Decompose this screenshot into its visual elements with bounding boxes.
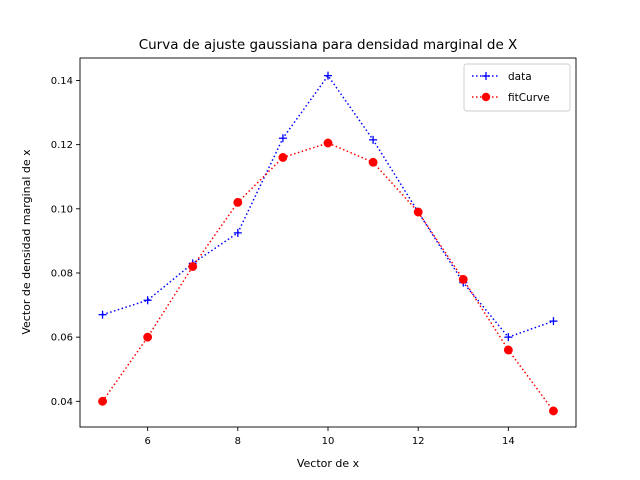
plot-area: 6 8 10 12 14 0.04 0.06 0.08 0.10 0.12 0.14 data fitC… [51, 57, 577, 447]
data-point-data [278, 134, 287, 143]
x-tick-label: 12 [412, 436, 425, 447]
data-point-data [143, 296, 152, 305]
y-tick-label: 0.06 [51, 333, 73, 344]
y-axis-title: Vector de densidad marginal de x [20, 149, 33, 335]
y-tick-label: 0.12 [51, 140, 73, 151]
legend-frame [463, 63, 571, 112]
data-point-fitCurve [458, 274, 468, 284]
x-tick-label: 8 [235, 436, 241, 447]
series-line-data [102, 74, 554, 339]
data-point-data [233, 228, 242, 237]
x-axis-title: Vector de x [297, 457, 360, 470]
data-point-fitCurve [278, 153, 288, 162]
legend-marker [481, 92, 491, 102]
data-point-fitCurve [323, 138, 333, 148]
y-tick-label: 0.10 [51, 204, 73, 215]
data-point-data [369, 135, 378, 144]
data-point-fitCurve [549, 406, 558, 416]
data-point-data [504, 333, 513, 342]
y-tick-label: 0.08 [51, 268, 73, 279]
data-point-data [98, 310, 107, 319]
data-point-data [549, 317, 558, 326]
data-point-fitCurve [413, 207, 423, 217]
data-point-data [324, 71, 332, 80]
data-point-fitCurve [188, 262, 198, 272]
data-point-fitCurve [368, 157, 378, 167]
y-tick-label: 0.04 [51, 397, 73, 408]
legend-item-data: data [472, 71, 532, 83]
data-point-fitCurve [143, 332, 153, 342]
legend-item-fitCurve: fitCurve [472, 92, 550, 104]
y-tick-label: 0.14 [51, 76, 73, 87]
series-line-fitCurve [101, 142, 555, 412]
x-tick-label: 14 [502, 436, 515, 447]
data-point-fitCurve [233, 197, 243, 207]
plot-frame [79, 57, 577, 428]
legend-label: fitCurve [508, 92, 550, 104]
x-tick-label: 10 [322, 436, 335, 447]
x-tick-label: 6 [144, 436, 150, 447]
chart-title: Curva de ajuste gaussiana para densidad … [139, 37, 518, 53]
legend-label: data [508, 71, 532, 83]
legend: data fitCurve [463, 63, 571, 112]
data-point-fitCurve [503, 345, 513, 355]
data-point-fitCurve [98, 396, 107, 406]
